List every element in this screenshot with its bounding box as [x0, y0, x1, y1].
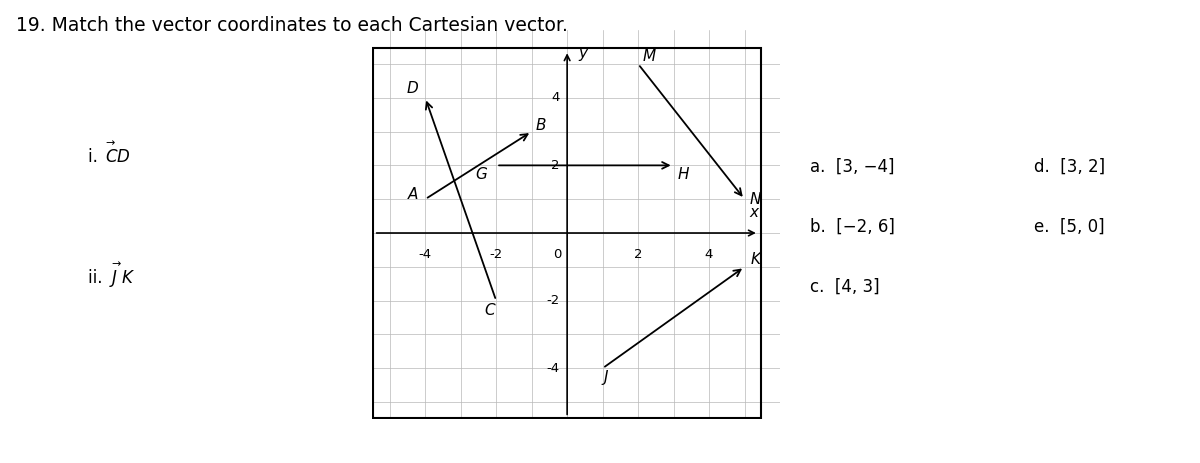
Text: J: J	[112, 269, 116, 287]
Text: D: D	[407, 81, 419, 96]
Text: 2: 2	[551, 159, 559, 172]
Text: C: C	[485, 303, 496, 318]
Text: →: →	[112, 259, 121, 269]
Text: 4: 4	[704, 248, 713, 261]
Text: e.  [5, 0]: e. [5, 0]	[1034, 218, 1105, 236]
Text: K: K	[121, 269, 132, 287]
Text: K: K	[751, 252, 761, 267]
Text: A: A	[408, 187, 418, 201]
Text: N: N	[750, 192, 761, 206]
Text: G: G	[475, 167, 487, 182]
Text: c.  [4, 3]: c. [4, 3]	[810, 278, 880, 296]
Text: -2: -2	[490, 248, 503, 261]
Text: d.  [3, 2]: d. [3, 2]	[1034, 158, 1105, 175]
Text: B: B	[535, 118, 546, 133]
Text: y: y	[578, 45, 588, 61]
Text: -4: -4	[419, 248, 432, 261]
Text: a.  [3, −4]: a. [3, −4]	[810, 158, 894, 175]
Text: ii.: ii.	[88, 269, 107, 287]
Text: M: M	[642, 49, 655, 64]
Text: J: J	[604, 370, 608, 385]
Text: H: H	[678, 167, 689, 182]
Text: x: x	[749, 205, 758, 220]
Text: b.  [−2, 6]: b. [−2, 6]	[810, 218, 895, 236]
Text: i.: i.	[88, 149, 103, 166]
Text: →: →	[106, 138, 115, 149]
Text: 2: 2	[634, 248, 642, 261]
Text: -2: -2	[546, 294, 559, 307]
Text: 19. Match the vector coordinates to each Cartesian vector.: 19. Match the vector coordinates to each…	[16, 16, 568, 35]
Text: 0: 0	[553, 248, 562, 261]
Text: D: D	[116, 149, 130, 166]
Text: C: C	[106, 149, 118, 166]
Text: 4: 4	[551, 91, 559, 104]
Text: -4: -4	[546, 362, 559, 375]
